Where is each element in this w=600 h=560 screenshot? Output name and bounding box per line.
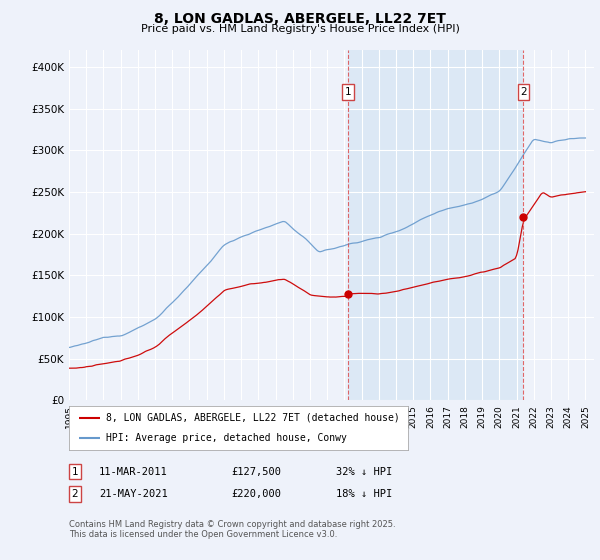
Text: 11-MAR-2011: 11-MAR-2011 bbox=[99, 466, 168, 477]
Text: 2: 2 bbox=[520, 87, 527, 97]
Text: £127,500: £127,500 bbox=[231, 466, 281, 477]
Text: HPI: Average price, detached house, Conwy: HPI: Average price, detached house, Conw… bbox=[106, 433, 347, 443]
Text: 21-MAY-2021: 21-MAY-2021 bbox=[99, 489, 168, 499]
Text: 32% ↓ HPI: 32% ↓ HPI bbox=[336, 466, 392, 477]
Text: 1: 1 bbox=[71, 466, 79, 477]
Text: 8, LON GADLAS, ABERGELE, LL22 7ET (detached house): 8, LON GADLAS, ABERGELE, LL22 7ET (detac… bbox=[106, 413, 400, 423]
Text: £220,000: £220,000 bbox=[231, 489, 281, 499]
Text: 18% ↓ HPI: 18% ↓ HPI bbox=[336, 489, 392, 499]
Bar bbox=[348, 50, 523, 400]
Text: Price paid vs. HM Land Registry's House Price Index (HPI): Price paid vs. HM Land Registry's House … bbox=[140, 24, 460, 34]
Text: 2: 2 bbox=[71, 489, 79, 499]
Text: 1: 1 bbox=[344, 87, 351, 97]
Text: 8, LON GADLAS, ABERGELE, LL22 7ET: 8, LON GADLAS, ABERGELE, LL22 7ET bbox=[154, 12, 446, 26]
Text: Contains HM Land Registry data © Crown copyright and database right 2025.
This d: Contains HM Land Registry data © Crown c… bbox=[69, 520, 395, 539]
